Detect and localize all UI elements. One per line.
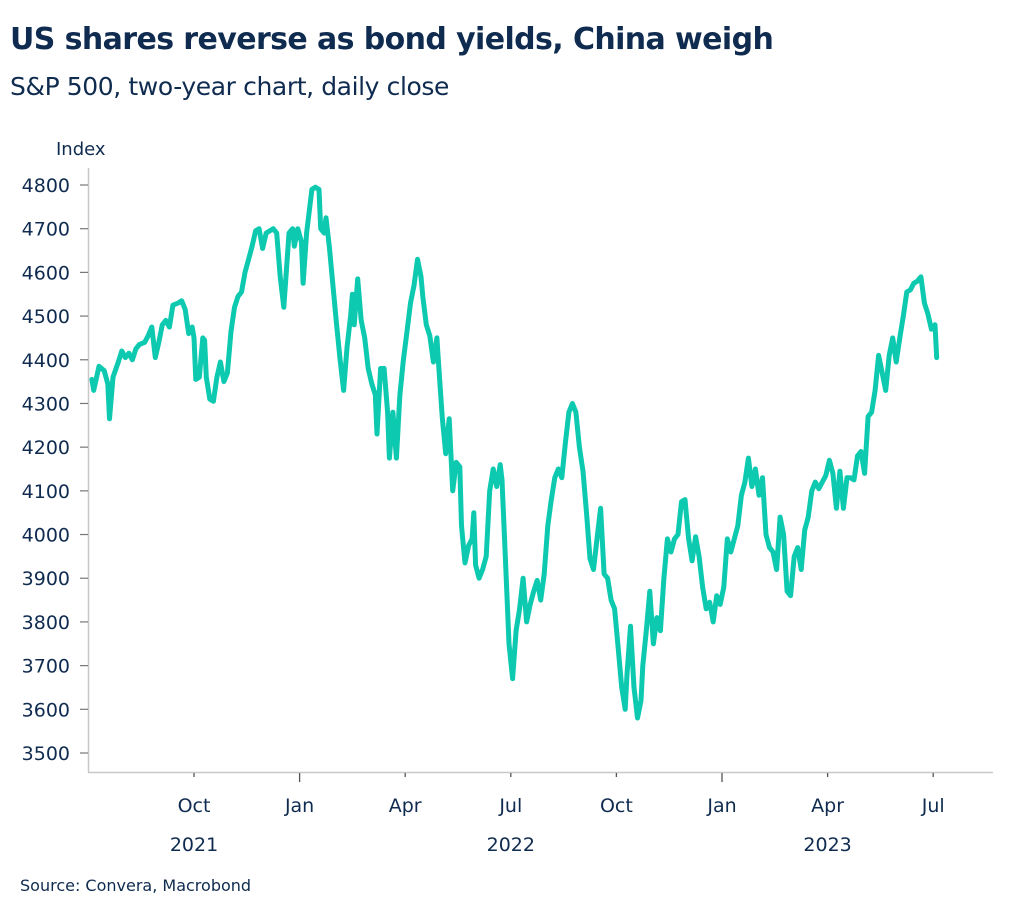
y-tick-label: 4000 <box>22 525 70 547</box>
x-tick-label: Jul <box>921 795 945 817</box>
y-tick-label: 4100 <box>22 481 70 503</box>
y-tick-label: 3800 <box>22 612 70 634</box>
y-tick-label: 4300 <box>22 393 70 415</box>
x-tick-label: Jul <box>498 795 522 817</box>
x-year-label: 2021 <box>170 834 218 856</box>
y-tick-label: 3500 <box>22 743 70 765</box>
y-ticks: 3500 3600 3700 3800 3900 4000 4100 4200 4300 4400… <box>22 175 88 765</box>
x-tick-label: Apr <box>389 795 422 817</box>
x-year-label: 2022 <box>487 834 535 856</box>
x-year-label: 2023 <box>803 834 851 856</box>
y-tick-label: 4600 <box>22 262 70 284</box>
x-tick-label: Jan <box>284 795 314 817</box>
x-tick-label: Apr <box>811 795 844 817</box>
y-tick-label: 3600 <box>22 699 70 721</box>
x-ticks: Oct Jan Apr Jul Oct Jan Apr Jul 2021 2022 2023 <box>170 773 945 856</box>
series-line-sp500 <box>89 184 940 721</box>
y-tick-label: 4500 <box>22 306 70 328</box>
y-tick-label: 4700 <box>22 219 70 241</box>
y-axis-title: Index <box>56 139 106 160</box>
x-tick-label: Jan <box>706 795 736 817</box>
x-tick-label: Oct <box>178 795 211 817</box>
y-tick-label: 3900 <box>22 568 70 590</box>
chart-title: US shares reverse as bond yields, China … <box>10 22 774 57</box>
x-tick-label: Oct <box>600 795 633 817</box>
y-tick-label: 4800 <box>22 175 70 197</box>
chart-subtitle: S&P 500, two-year chart, daily close <box>10 72 450 101</box>
source-note: Source: Convera, Macrobond <box>20 876 252 895</box>
y-tick-label: 4400 <box>22 350 70 372</box>
y-tick-label: 4200 <box>22 437 70 459</box>
y-tick-label: 3700 <box>22 656 70 678</box>
